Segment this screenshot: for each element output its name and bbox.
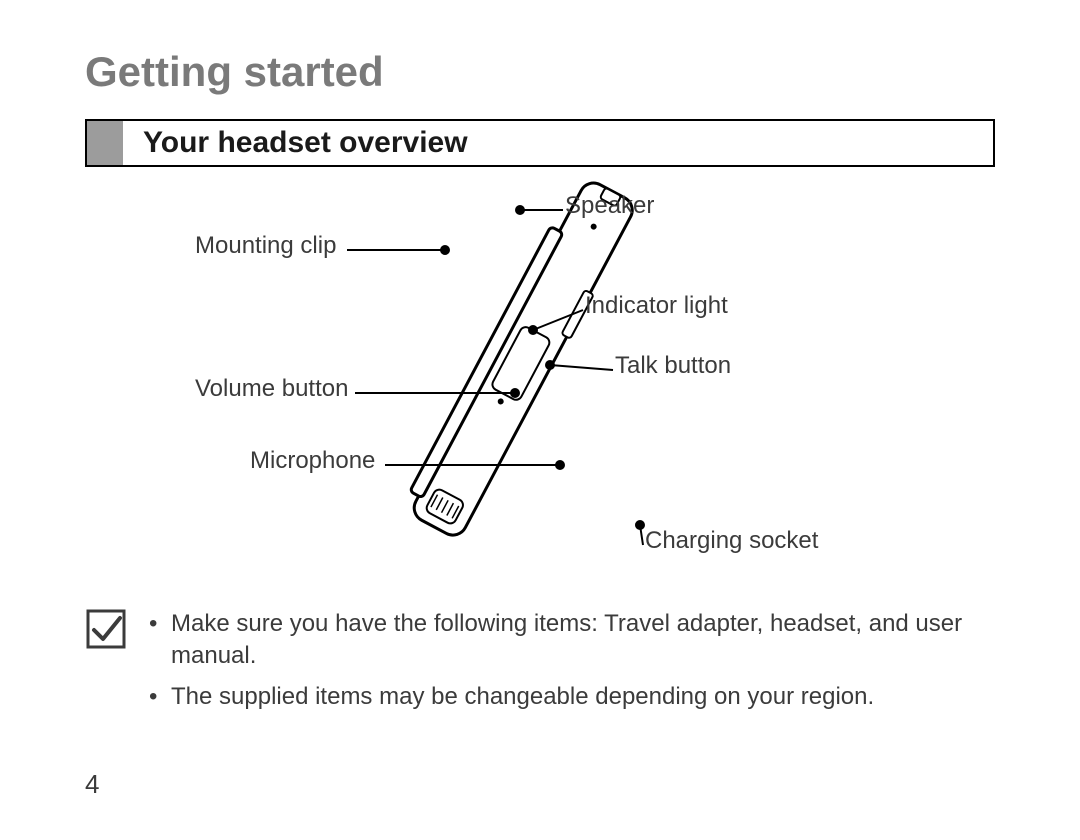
page-title: Getting started — [85, 48, 384, 96]
manual-page: Getting started Your headset overview — [0, 0, 1080, 840]
label-talk-button: Talk button — [615, 352, 731, 380]
label-indicator-light: Indicator light — [585, 292, 728, 320]
section-heading-bar: Your headset overview — [85, 119, 995, 167]
headset-diagram: Speaker Mounting clip Indicator light Ta… — [85, 170, 995, 590]
note-item: Make sure you have the following items: … — [145, 608, 995, 673]
label-volume-button: Volume button — [195, 375, 348, 403]
checkbox-icon — [85, 608, 127, 650]
note-item: The supplied items may be changeable dep… — [145, 681, 995, 713]
page-number: 4 — [85, 769, 99, 800]
section-title: Your headset overview — [143, 126, 468, 160]
label-mounting-clip: Mounting clip — [195, 232, 336, 260]
label-charging-socket: Charging socket — [645, 527, 818, 555]
label-speaker: Speaker — [565, 192, 654, 220]
section-accent-block — [87, 121, 123, 165]
notes-block: Make sure you have the following items: … — [85, 608, 995, 721]
label-microphone: Microphone — [250, 447, 375, 475]
notes-list: Make sure you have the following items: … — [145, 608, 995, 721]
